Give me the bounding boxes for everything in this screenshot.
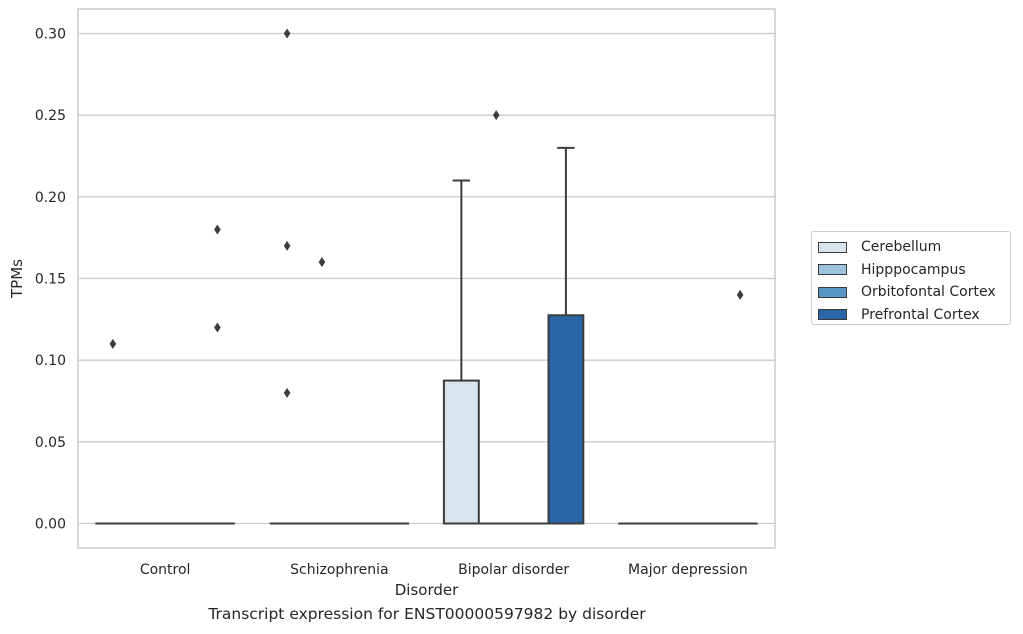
y-axis-label: TPMs: [8, 259, 26, 299]
legend-label: Prefrontal Cortex: [861, 306, 980, 323]
legend-label: Orbitofontal Cortex: [861, 284, 996, 301]
legend-label: Cerebellum: [861, 239, 942, 256]
outlier-point: [283, 28, 291, 39]
gridlines: [78, 32, 775, 525]
box-prefrontal-cortex: [547, 146, 585, 525]
y-tick-label: 0.15: [35, 272, 66, 288]
plot-area-frame: [77, 8, 776, 549]
outlier-point: [736, 289, 744, 300]
outlier-point: [214, 224, 221, 235]
legend-item: Prefrontal Cortex: [818, 304, 1010, 327]
legend-item: Cerebellum: [818, 236, 1010, 259]
x-axis-ticks: Control Schizophrenia Bipolar disorder Majo…: [140, 562, 748, 578]
box-series-layer: [95, 146, 758, 525]
outlier-point: [214, 322, 221, 333]
x-tick-label: Schizophrenia: [290, 562, 388, 578]
y-tick-label: 0.20: [35, 190, 66, 206]
y-axis-ticks: 0.00 0.05 0.10 0.15 0.20 0.25 0.30: [35, 27, 66, 533]
legend-swatch: [818, 241, 847, 253]
x-axis-label: Disorder: [395, 581, 459, 599]
outlier-point: [283, 240, 291, 251]
legend: Cerebellum Hipppocampus Orbitofontal Corte…: [811, 231, 1011, 325]
outlier-point: [318, 257, 326, 268]
y-tick-label: 0.30: [35, 27, 66, 43]
box-body: [442, 379, 480, 525]
box-cerebellum: [442, 179, 480, 525]
legend-item: Orbitofontal Cortex: [818, 281, 1010, 304]
y-tick-label: 0.25: [35, 108, 66, 124]
box-body: [547, 314, 585, 525]
figure-caption: Transcript expression for ENST0000059798…: [208, 605, 646, 623]
outlier-point: [283, 387, 291, 398]
legend-item: Hipppocampus: [818, 259, 1010, 282]
y-tick-label: 0.10: [35, 353, 66, 369]
y-tick-label: 0.00: [35, 517, 66, 533]
legend-swatch: [818, 286, 847, 298]
y-tick-label: 0.05: [35, 435, 66, 451]
x-tick-label: Control: [140, 562, 191, 578]
outlier-point: [492, 110, 500, 121]
legend-label: Hipppocampus: [861, 261, 966, 278]
x-tick-label: Major depression: [628, 562, 748, 578]
legend-swatch: [818, 309, 847, 321]
legend-swatch: [818, 264, 847, 276]
outlier-layer: [109, 28, 744, 398]
outlier-point: [109, 338, 117, 349]
x-tick-label: Bipolar disorder: [458, 562, 569, 578]
